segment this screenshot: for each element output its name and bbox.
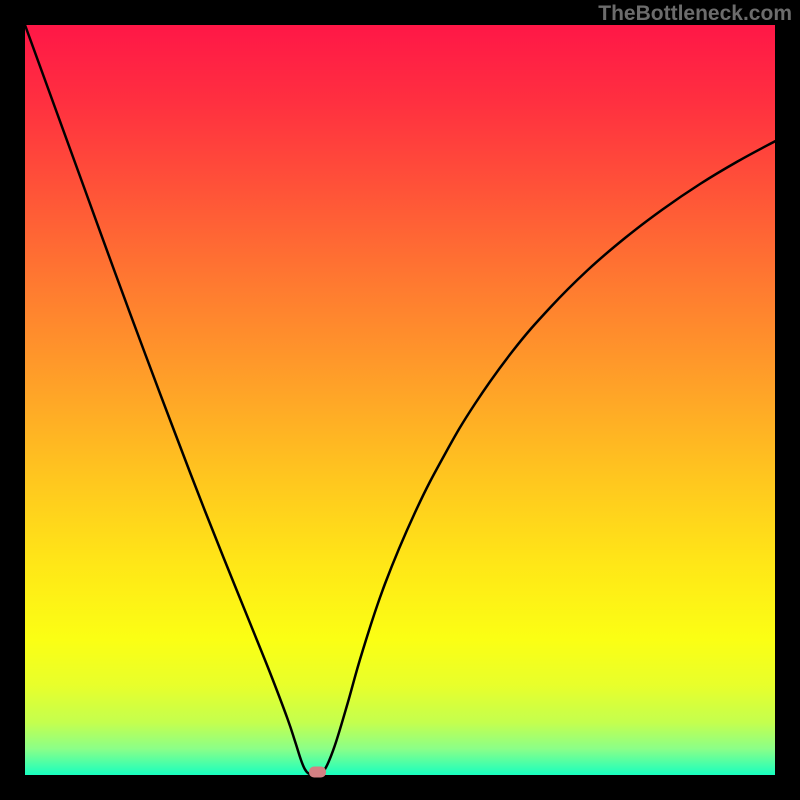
bottleneck-chart <box>0 0 800 800</box>
plot-area <box>25 25 775 775</box>
chart-container: TheBottleneck.com <box>0 0 800 800</box>
watermark-text: TheBottleneck.com <box>598 2 792 26</box>
optimal-marker <box>309 767 326 778</box>
